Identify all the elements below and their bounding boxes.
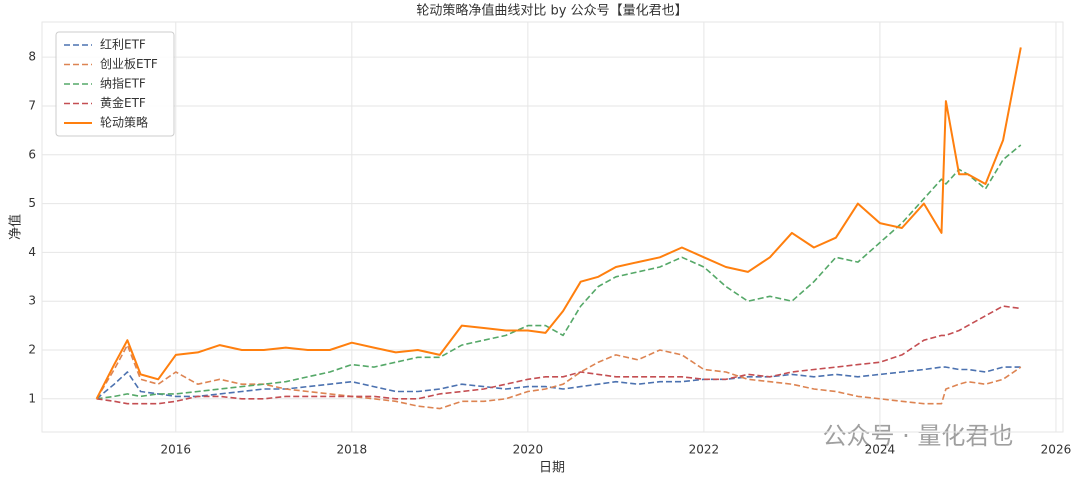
x-tick-label: 2026	[1041, 443, 1072, 457]
y-tick-label: 6	[28, 147, 36, 161]
y-tick-label: 8	[28, 50, 36, 64]
watermark: 公众号 · 量化君也	[823, 422, 1014, 450]
y-tick-label: 4	[28, 245, 36, 259]
legend-label: 创业板ETF	[100, 57, 158, 71]
legend-label: 纳指ETF	[100, 76, 146, 91]
y-tick-label: 5	[28, 196, 36, 210]
y-tick-label: 7	[28, 98, 36, 112]
x-tick-label: 2020	[513, 443, 544, 457]
x-tick-label: 2016	[161, 443, 192, 457]
y-tick-label: 3	[28, 294, 36, 308]
x-tick-label: 2018	[337, 443, 368, 457]
chart-title: 轮动策略净值曲线对比 by 公众号【量化君也】	[416, 3, 687, 19]
x-tick-label: 2024	[865, 443, 896, 457]
series-line	[96, 305, 1021, 405]
series-line	[96, 144, 1022, 400]
legend-box	[55, 31, 175, 137]
x-axis-label: 日期	[539, 461, 565, 476]
y-tick-label: 1	[28, 391, 36, 405]
legend-label: 轮动策略	[100, 115, 148, 130]
series-line	[95, 47, 1022, 400]
plot-frame	[41, 21, 1064, 433]
series-line	[95, 344, 1022, 410]
legend-label: 红利ETF	[100, 37, 146, 52]
x-tick-label: 2022	[689, 443, 720, 457]
series-line	[96, 366, 1021, 400]
y-axis-label: 净值	[8, 214, 24, 240]
legend-label: 黄金ETF	[100, 95, 146, 110]
y-tick-label: 2	[28, 343, 36, 357]
